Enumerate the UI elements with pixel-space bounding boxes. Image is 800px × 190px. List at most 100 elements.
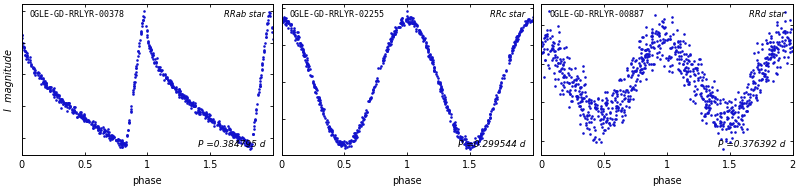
Point	[540, 33, 553, 36]
Point	[686, 99, 699, 102]
Point	[434, 82, 446, 85]
Point	[720, 105, 733, 108]
Point	[729, 124, 742, 127]
Point	[743, 102, 756, 105]
Point	[722, 109, 734, 112]
Point	[702, 93, 714, 96]
Point	[570, 79, 582, 82]
Point	[407, 17, 420, 20]
Point	[582, 110, 594, 113]
Point	[241, 145, 254, 148]
Point	[170, 90, 182, 93]
Point	[473, 139, 486, 142]
Point	[280, 19, 293, 22]
Point	[338, 146, 351, 150]
Point	[679, 73, 692, 76]
Point	[566, 80, 578, 83]
Point	[82, 119, 94, 122]
Point	[752, 67, 765, 70]
Point	[762, 47, 775, 50]
Point	[678, 60, 690, 63]
Point	[726, 136, 738, 139]
Text: OGLE-GD-RRLYR-00378: OGLE-GD-RRLYR-00378	[30, 10, 124, 19]
Point	[478, 128, 491, 131]
Point	[710, 97, 723, 100]
Point	[464, 147, 477, 150]
Point	[674, 57, 687, 60]
Point	[114, 145, 126, 148]
Point	[722, 116, 734, 120]
Point	[55, 97, 68, 100]
Point	[314, 102, 326, 105]
Point	[552, 39, 565, 42]
Point	[546, 44, 559, 48]
Point	[63, 106, 76, 109]
Point	[60, 101, 73, 104]
Point	[538, 34, 551, 37]
Point	[212, 124, 225, 127]
Point	[674, 40, 686, 43]
Point	[749, 86, 762, 89]
Point	[512, 34, 525, 37]
Point	[770, 54, 782, 57]
Point	[700, 77, 713, 80]
Point	[104, 137, 117, 140]
Point	[38, 82, 50, 85]
Point	[470, 140, 483, 143]
Point	[106, 136, 119, 139]
Point	[110, 139, 123, 142]
Point	[141, 39, 154, 42]
Point	[477, 132, 490, 135]
Point	[159, 76, 172, 79]
Point	[318, 108, 330, 111]
Point	[193, 112, 206, 115]
Point	[562, 81, 575, 84]
Point	[47, 93, 60, 97]
Point	[755, 78, 768, 81]
Point	[214, 127, 227, 130]
Point	[599, 112, 612, 116]
Point	[597, 107, 610, 110]
Point	[294, 44, 306, 48]
Point	[423, 52, 436, 55]
Point	[714, 101, 726, 104]
Point	[250, 109, 263, 112]
Point	[381, 50, 394, 53]
X-axis label: phase: phase	[393, 176, 422, 186]
Point	[541, 48, 554, 51]
Point	[152, 68, 165, 71]
Point	[150, 57, 163, 60]
Point	[28, 72, 41, 75]
Point	[29, 71, 42, 74]
Point	[546, 35, 558, 38]
Point	[70, 115, 83, 118]
Point	[160, 76, 173, 79]
Point	[18, 45, 30, 48]
Point	[688, 60, 701, 63]
Point	[116, 139, 129, 142]
Point	[658, 27, 670, 30]
Point	[30, 71, 43, 74]
Point	[358, 112, 371, 115]
Point	[743, 92, 756, 95]
Point	[206, 119, 218, 122]
Point	[242, 143, 254, 146]
Point	[743, 72, 756, 75]
Point	[309, 85, 322, 88]
Point	[385, 32, 398, 35]
Point	[27, 67, 40, 70]
Point	[53, 95, 66, 98]
Point	[98, 134, 110, 137]
Point	[20, 57, 33, 60]
Point	[252, 93, 265, 96]
Point	[329, 137, 342, 140]
Point	[758, 62, 770, 65]
Point	[37, 77, 50, 80]
Point	[547, 50, 560, 53]
Point	[278, 17, 290, 20]
Point	[739, 109, 752, 112]
Point	[696, 118, 709, 121]
Point	[642, 55, 655, 58]
Point	[674, 71, 687, 74]
Point	[59, 103, 72, 106]
